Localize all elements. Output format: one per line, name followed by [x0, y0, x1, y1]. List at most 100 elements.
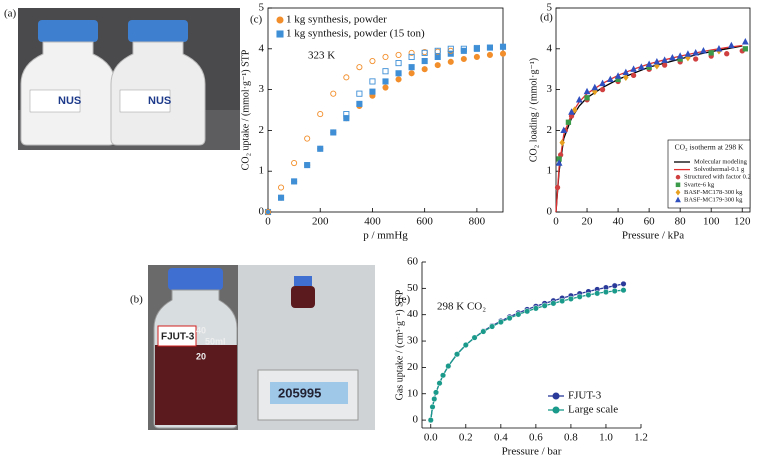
marker	[436, 380, 443, 387]
marker	[741, 38, 749, 45]
x-tick-label: 0.4	[494, 432, 508, 444]
marker	[421, 49, 428, 56]
small-bottle	[291, 286, 315, 308]
chart: 0 20 40 60 80 100 120 0 1 2 3 4 5 Pressure / kPa CO₂ l…	[528, 2, 751, 242]
y-tick-label: 50	[407, 282, 419, 294]
legend-label: Structured with factor 0.2	[684, 174, 751, 181]
marker	[555, 159, 563, 166]
y-tick-label: 60	[407, 256, 419, 268]
marker	[291, 178, 298, 185]
marker	[473, 53, 480, 61]
marker	[675, 174, 681, 180]
y-axis-label: Gas uptake / (cm³·g⁻¹) STP	[394, 289, 405, 400]
marker	[278, 194, 285, 201]
y-tick-label: 3	[259, 83, 265, 95]
marker	[623, 73, 629, 81]
marker	[276, 30, 284, 38]
marker	[408, 64, 415, 71]
y-tick-label: 1	[259, 165, 265, 177]
marker	[515, 311, 522, 318]
marker	[585, 291, 592, 298]
panel-label: (a)	[4, 8, 17, 20]
x-tick-label: 600	[416, 216, 433, 228]
marker	[552, 406, 560, 414]
marker	[489, 323, 496, 330]
annotation: CO₂ isotherm at 298 K	[675, 143, 744, 152]
panel-label: (c)	[250, 14, 263, 26]
x-tick-label: 0	[265, 216, 271, 228]
marker	[382, 84, 389, 91]
marker	[575, 95, 583, 103]
marker	[473, 44, 480, 52]
plot-frame	[267, 7, 504, 213]
x-tick-label: 60	[644, 216, 656, 228]
marker	[565, 119, 572, 125]
marker	[460, 47, 467, 54]
legend-frame	[667, 139, 751, 209]
photo-label: NUS	[148, 95, 171, 107]
marker	[591, 83, 599, 91]
marker	[460, 45, 467, 52]
bottle-label	[119, 89, 171, 113]
y-tick-label: 40	[407, 308, 419, 320]
marker	[559, 139, 565, 147]
marker	[421, 57, 428, 65]
marker	[317, 111, 324, 118]
marker	[571, 106, 578, 114]
x-tick-label: 1.2	[634, 432, 648, 444]
marker	[369, 57, 376, 65]
marker	[669, 53, 676, 61]
marker	[343, 111, 350, 118]
y-tick-label: 5	[259, 2, 265, 14]
marker	[276, 16, 284, 24]
y-tick-label: 0	[547, 206, 553, 218]
legend-label: Solvothermal-0.1 g	[694, 166, 745, 173]
x-tick-label: 80	[675, 216, 687, 228]
marker	[395, 60, 402, 67]
marker	[395, 51, 402, 58]
y-tick-label: 30	[407, 335, 419, 347]
marker	[584, 95, 590, 101]
marker	[715, 44, 723, 52]
plot-frame	[555, 7, 751, 213]
marker	[559, 297, 566, 305]
marker	[700, 47, 707, 54]
marker	[653, 58, 661, 65]
marker	[486, 51, 493, 58]
marker	[614, 72, 622, 79]
marker	[434, 47, 441, 54]
y-axis-label: CO₂ uptake / (mmol·g⁻¹) STP	[240, 49, 251, 170]
marker	[453, 351, 461, 358]
marker	[356, 90, 363, 97]
marker	[304, 135, 311, 142]
x-tick-label: 0	[553, 216, 559, 228]
marker	[684, 50, 692, 57]
marker	[395, 76, 402, 83]
chart: 0.0 0.2 0.4 0.6 0.8 1.0 1.2 0 10 20 30 40 50 60 Pressu…	[394, 256, 648, 457]
marker	[462, 341, 469, 349]
y-tick-label: 20	[407, 361, 419, 373]
scale-reading: 205995	[278, 385, 321, 400]
photo-label: FJUT-3	[161, 332, 195, 343]
annotation: 298 K CO₂	[437, 301, 486, 313]
x-tick-label: 0.8	[564, 432, 578, 444]
marker	[382, 78, 389, 85]
marker	[343, 74, 350, 81]
marker	[620, 280, 627, 287]
legend-label: FJUT-3	[568, 390, 602, 402]
marker	[594, 290, 601, 297]
x-tick-label: 0.6	[529, 432, 543, 444]
marker	[611, 282, 618, 289]
marker	[431, 395, 438, 403]
marker	[278, 184, 285, 191]
marker	[356, 100, 363, 107]
marker	[432, 389, 440, 396]
display	[270, 382, 348, 404]
marker	[554, 184, 561, 191]
marker	[622, 68, 630, 76]
marker	[434, 53, 441, 61]
legend-label: Svarte-6 kg	[684, 181, 715, 188]
x-tick-label: 40	[613, 216, 625, 228]
marker	[330, 90, 337, 97]
